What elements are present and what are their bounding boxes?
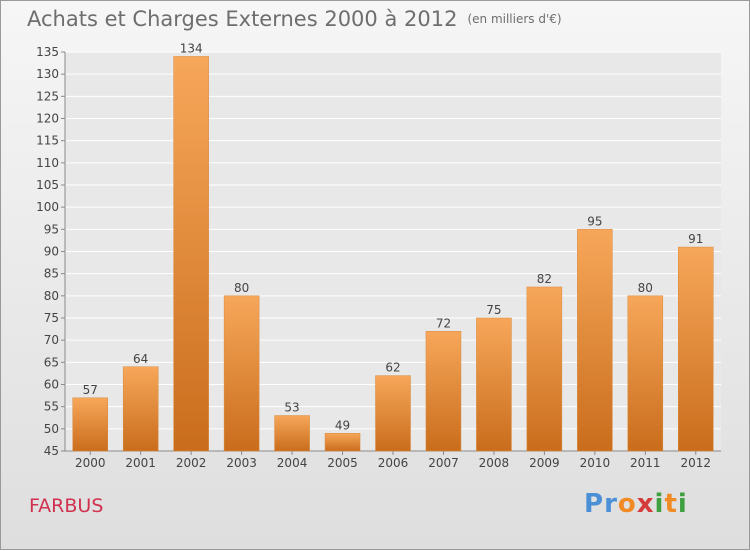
x-tick-label: 2000 <box>75 456 106 470</box>
bar-2010 <box>577 229 613 452</box>
x-tick-label: 2006 <box>378 456 409 470</box>
bar-2003 <box>223 295 260 452</box>
proxiti-logo: Proxiti <box>584 489 688 519</box>
y-tick-label: 45 <box>44 444 59 458</box>
bar-value-label: 82 <box>537 272 552 286</box>
bar-value-label: 134 <box>180 41 203 55</box>
y-tick-label: 110 <box>36 156 59 170</box>
y-tick-label: 80 <box>44 289 59 303</box>
bar-2001 <box>122 366 159 452</box>
y-tick-label: 105 <box>36 178 59 192</box>
bar-value-label: 80 <box>638 281 653 295</box>
x-tick-label: 2003 <box>226 456 257 470</box>
x-tick-label: 2009 <box>529 456 560 470</box>
y-tick-label: 70 <box>44 333 59 347</box>
y-tick-label: 50 <box>44 422 59 436</box>
x-tick-label: 2007 <box>428 456 459 470</box>
bar-2000 <box>72 397 108 452</box>
bar-value-label: 62 <box>385 361 400 375</box>
x-tick-label: 2005 <box>327 456 358 470</box>
bar-value-label: 80 <box>234 281 249 295</box>
y-tick-label: 60 <box>44 378 59 392</box>
bar-2005 <box>324 433 361 452</box>
bar-value-label: 49 <box>335 418 350 432</box>
y-tick-label: 125 <box>36 89 59 103</box>
y-tick-label: 95 <box>44 222 59 236</box>
bar-value-label: 53 <box>284 401 299 415</box>
y-tick-label: 100 <box>36 200 59 214</box>
chart-title: Achats et Charges Externes 2000 à 2012 (e… <box>27 7 562 31</box>
bar-value-label: 75 <box>486 303 501 317</box>
y-tick-label: 115 <box>36 134 59 148</box>
bar-value-label: 64 <box>133 352 148 366</box>
y-tick-label: 120 <box>36 112 59 126</box>
y-tick-label: 75 <box>44 311 59 325</box>
bar-value-label: 57 <box>83 383 98 397</box>
bar-2011 <box>627 295 664 452</box>
bar-2008 <box>476 317 512 452</box>
bar-2009 <box>526 286 563 452</box>
bar-value-label: 95 <box>587 214 602 228</box>
y-tick-label: 90 <box>44 245 59 259</box>
chart-unit: (en milliers d'€) <box>467 12 562 26</box>
bar-2004 <box>274 415 310 452</box>
x-tick-label: 2002 <box>176 456 207 470</box>
bar-2012 <box>678 246 714 452</box>
x-tick-label: 2010 <box>580 456 611 470</box>
bar-2006 <box>375 375 411 452</box>
x-tick-label: 2008 <box>479 456 510 470</box>
x-tick-label: 2011 <box>630 456 661 470</box>
commune-name: FARBUS <box>29 495 104 517</box>
y-tick-label: 55 <box>44 400 59 414</box>
bar-2007 <box>425 331 462 452</box>
y-tick-label: 85 <box>44 267 59 281</box>
chart-title-text: Achats et Charges Externes 2000 à 2012 <box>27 7 458 31</box>
y-tick-label: 130 <box>36 67 59 81</box>
x-tick-label: 2001 <box>125 456 156 470</box>
y-tick-label: 65 <box>44 355 59 369</box>
bar-value-label: 72 <box>436 316 451 330</box>
bar-2002 <box>173 56 209 452</box>
y-tick-label: 135 <box>36 45 59 59</box>
bar-value-label: 91 <box>688 232 703 246</box>
x-tick-label: 2004 <box>277 456 308 470</box>
x-tick-label: 2012 <box>680 456 711 470</box>
